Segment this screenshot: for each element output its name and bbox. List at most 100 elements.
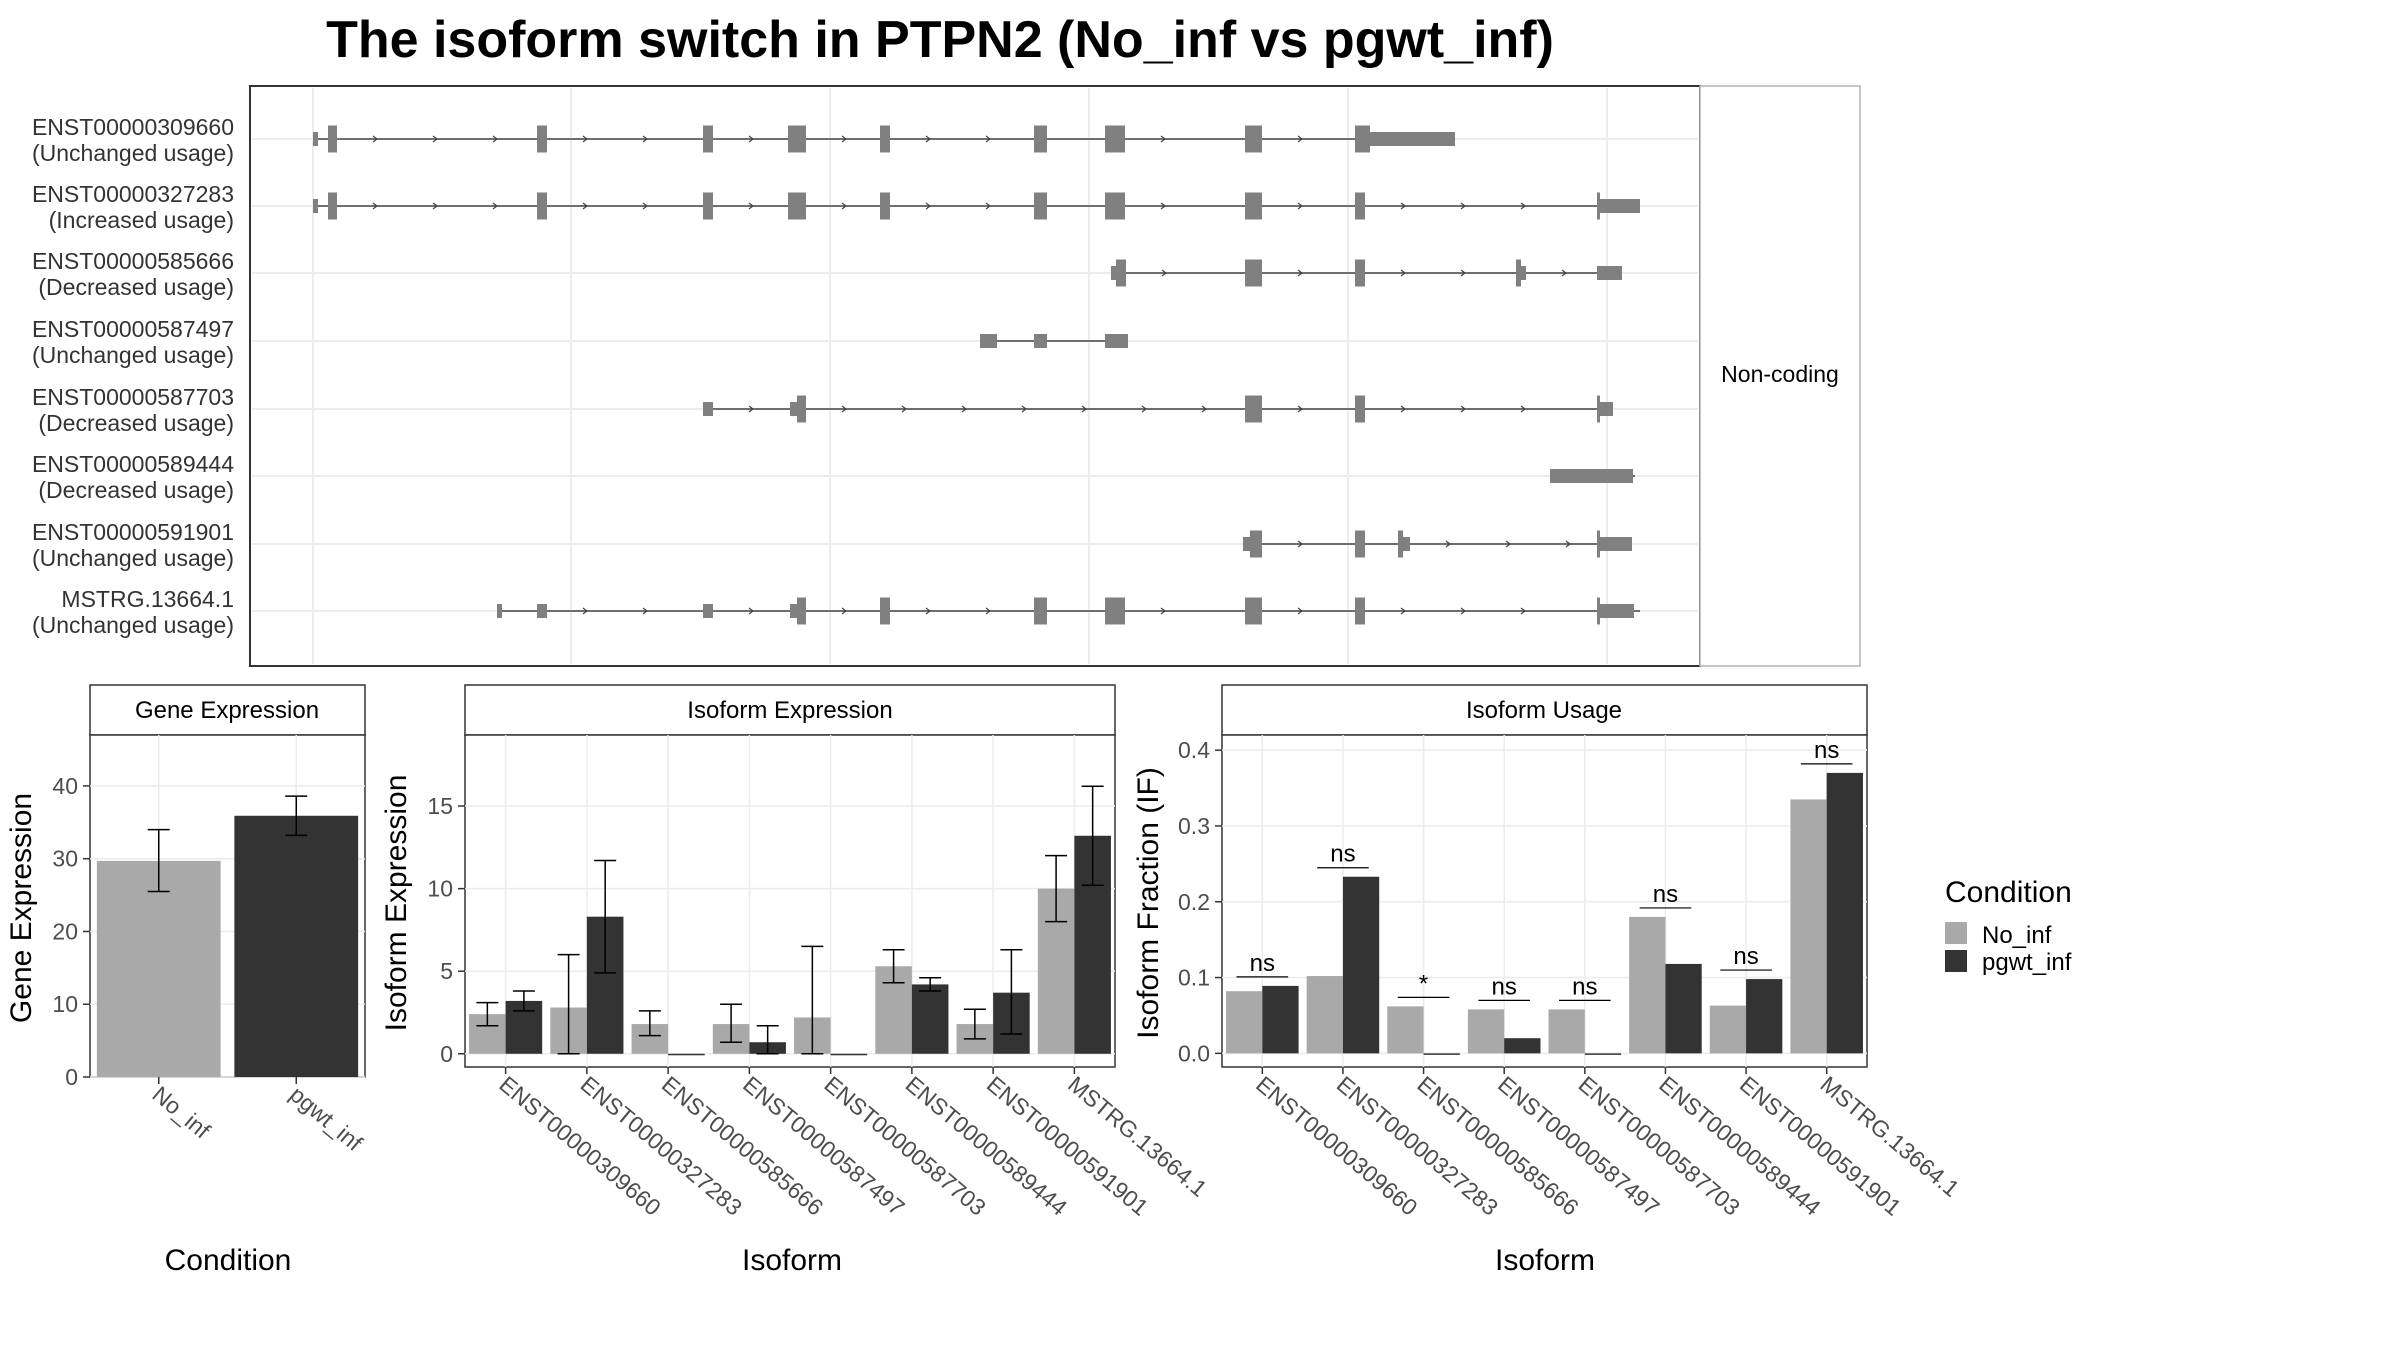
strand-arrow — [642, 607, 648, 615]
exon-block — [537, 604, 547, 618]
bar-enst00000587703-pgwt-inf — [1584, 1053, 1622, 1055]
bar-enst00000591901-pgwt-inf — [1746, 979, 1783, 1054]
exon-block — [980, 334, 997, 348]
strand-arrow — [985, 607, 991, 615]
error-bar — [285, 795, 308, 837]
strand-arrow — [642, 202, 648, 210]
strand-arrow — [1460, 269, 1466, 277]
strand-arrow — [1520, 405, 1526, 413]
transcript-label: ENST00000591901 — [32, 519, 234, 545]
strand-arrow — [1400, 269, 1406, 277]
strand-arrow — [1160, 202, 1166, 210]
exon-block — [1600, 402, 1613, 416]
exon-block — [537, 192, 547, 220]
exon-block — [1245, 125, 1262, 153]
exon-block — [1600, 199, 1640, 213]
transcript-enst00000309660 — [313, 125, 1455, 153]
y-tick-label: 0.4 — [1178, 737, 1210, 763]
transcript-label: ENST00000587703 — [32, 384, 234, 410]
strand-arrow — [961, 405, 967, 413]
isoform-usage-ylabel: Isoform Fraction (IF) — [1132, 767, 1165, 1039]
structure-strip — [1699, 85, 1861, 667]
exon-block — [1597, 597, 1600, 625]
strand-arrow — [1160, 607, 1166, 615]
transcript-label: ENST00000327283 — [32, 181, 234, 207]
x-tick-label-mstrg-13664-1: MSTRG.13664.1 — [1063, 1071, 1212, 1202]
legend-swatch-no-inf — [1945, 922, 1967, 944]
error-bar — [476, 1001, 499, 1027]
isoform-usage-strip — [1221, 684, 1868, 736]
exon-block — [1243, 537, 1250, 551]
exon-block — [703, 604, 713, 618]
isoform-usage-panel: Isoform Usage 0.0 0.1 0.2 0.3 0.4 ns ns * ns ns ns… — [1132, 684, 1964, 1277]
strand-arrow — [748, 607, 754, 615]
bar-enst00000587703-pgwt-inf — [830, 1053, 868, 1056]
significance-label: ns — [1572, 973, 1597, 1000]
error-bar — [756, 1024, 779, 1055]
exon-block — [703, 402, 713, 416]
strand-arrow — [1141, 405, 1147, 413]
error-bar — [919, 977, 942, 992]
exon-block — [537, 125, 547, 153]
strand-arrow — [1160, 135, 1166, 143]
isoform-expression-strip-label: Isoform Expression — [687, 697, 892, 724]
legend-label-pgwt-inf: pgwt_inf — [1982, 949, 2072, 976]
transcript-usage-label: (Unchanged usage) — [32, 545, 234, 571]
strand-arrow — [1297, 405, 1303, 413]
gene-expression-ylabel: Gene Expression — [5, 793, 38, 1023]
strand-arrow — [985, 135, 991, 143]
exon-block — [1245, 192, 1262, 220]
exon-block — [1355, 125, 1370, 153]
significance-label: ns — [1492, 973, 1517, 1000]
exon-block — [1550, 469, 1633, 483]
strand-arrow — [1081, 405, 1087, 413]
exon-block — [1597, 395, 1600, 423]
isoform-expression-panel: Isoform Expression 051015ENST00000309660… — [380, 684, 1212, 1277]
strand-arrow — [432, 135, 438, 143]
y-tick-label: 10 — [52, 991, 78, 1017]
strand-arrow — [748, 135, 754, 143]
error-bar — [638, 1010, 661, 1037]
strand-arrow — [925, 607, 931, 615]
bar-enst00000327283-pgwt-inf — [1342, 876, 1380, 1054]
isoform-usage-strip-label: Isoform Usage — [1466, 697, 1622, 724]
exon-block — [788, 192, 806, 220]
exon-block — [497, 604, 502, 618]
strand-arrow — [1460, 405, 1466, 413]
exon-block — [880, 597, 890, 625]
bar-enst00000587497-pgwt-inf — [1504, 1038, 1541, 1054]
exon-block — [1597, 530, 1600, 558]
exon-block — [880, 192, 890, 220]
strand-arrow — [985, 202, 991, 210]
strand-arrow — [372, 135, 378, 143]
exon-block — [328, 192, 337, 220]
strand-arrow — [1400, 405, 1406, 413]
error-bar — [512, 990, 535, 1012]
transcript-enst00000591901 — [1243, 530, 1632, 558]
exon-block — [1245, 597, 1262, 625]
bar-enst00000585666-pgwt-inf — [1423, 1053, 1460, 1055]
bar-enst00000587497-no-inf — [1467, 1009, 1505, 1054]
error-bar — [1081, 785, 1104, 887]
exon-block — [797, 395, 806, 423]
strand-arrow — [1297, 269, 1303, 277]
strand-arrow — [1520, 202, 1526, 210]
strand-arrow — [1161, 269, 1167, 277]
y-tick-label: 15 — [427, 793, 453, 819]
isoform-expression-strip — [464, 684, 1116, 736]
exon-block — [1355, 259, 1365, 287]
legend-swatch-pgwt-inf — [1945, 950, 1967, 972]
error-bar — [557, 953, 580, 1055]
strand-arrow — [642, 135, 648, 143]
exon-block — [1116, 259, 1126, 287]
strand-arrow — [748, 405, 754, 413]
exon-block — [1034, 125, 1047, 153]
y-tick-label: 0.0 — [1178, 1040, 1210, 1066]
y-tick-label: 30 — [52, 846, 78, 872]
legend-title: Condition — [1945, 876, 2072, 909]
y-tick-label: 40 — [52, 773, 78, 799]
transcript-usage-label: (Decreased usage) — [38, 274, 234, 300]
y-tick-label: 0.3 — [1178, 813, 1210, 839]
error-bar — [1000, 948, 1023, 1035]
gene-expression-strip-label: Gene Expression — [135, 697, 319, 724]
